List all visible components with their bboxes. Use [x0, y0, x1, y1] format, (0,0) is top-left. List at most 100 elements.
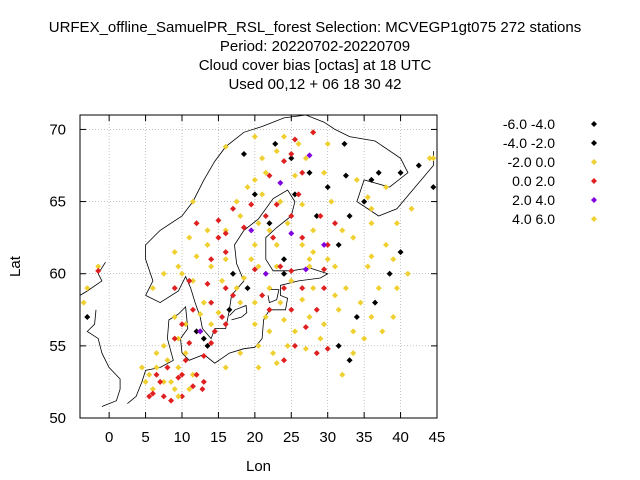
data-point [168, 378, 175, 385]
plot-frame [79, 114, 438, 419]
data-point [306, 314, 313, 320]
data-point [80, 299, 87, 306]
data-point [193, 328, 200, 335]
data-point [397, 169, 404, 176]
data-point [281, 316, 287, 323]
data-point [302, 345, 309, 352]
data-point [248, 256, 255, 263]
data-point [171, 249, 178, 256]
data-point [171, 386, 178, 393]
data-point [324, 184, 331, 191]
data-point [262, 169, 269, 176]
data-point [342, 172, 349, 179]
data-point [372, 299, 379, 306]
data-point [182, 321, 189, 328]
data-point [208, 263, 215, 270]
data-point [171, 285, 178, 292]
data-point [390, 256, 397, 263]
coastline-path [127, 189, 329, 404]
data-point [175, 364, 182, 371]
data-point [321, 285, 328, 292]
data-point [197, 328, 204, 335]
data-point [186, 277, 193, 284]
data-point [230, 292, 236, 299]
data-point [273, 263, 280, 270]
data-point [291, 328, 298, 335]
x-tick-label: 20 [247, 429, 264, 446]
data-point [208, 339, 215, 346]
legend-marker [591, 197, 597, 203]
data-point [270, 350, 277, 357]
data-point [179, 321, 185, 328]
coastline-path [145, 114, 434, 296]
data-point [138, 364, 145, 371]
data-point [313, 213, 320, 219]
data-point [272, 140, 279, 147]
data-point [193, 220, 200, 227]
data-point [204, 241, 211, 248]
data-point [208, 256, 215, 263]
data-point [302, 324, 309, 331]
data-point [310, 227, 317, 234]
data-point [306, 256, 313, 263]
x-tick-label: 25 [283, 429, 300, 446]
x-tick-label: 35 [356, 429, 373, 446]
data-point [153, 364, 160, 371]
data-point [208, 321, 215, 328]
data-point [197, 311, 204, 318]
x-tick-label: 5 [141, 429, 149, 446]
x-axis-label: Lon [246, 458, 271, 475]
data-point [288, 150, 295, 157]
data-point [262, 270, 269, 277]
data-point [149, 285, 156, 292]
data-point [175, 335, 182, 342]
data-point [273, 360, 280, 367]
data-point [251, 321, 258, 328]
data-point [179, 393, 185, 400]
data-point [383, 184, 389, 191]
data-point [306, 169, 313, 176]
data-point [284, 220, 291, 227]
data-point [291, 342, 298, 349]
data-point [255, 220, 262, 227]
legend-marker [591, 140, 597, 146]
data-point [200, 299, 207, 306]
data-point [95, 267, 102, 274]
data-point [317, 213, 324, 219]
data-point [222, 143, 229, 150]
data-point [332, 220, 338, 227]
data-point [291, 191, 298, 198]
data-point [244, 285, 251, 292]
data-point [383, 241, 389, 248]
data-point [277, 198, 284, 205]
data-point [270, 234, 277, 241]
data-point [299, 296, 306, 303]
data-point [324, 256, 331, 263]
data-point [295, 191, 302, 198]
data-point [291, 136, 298, 143]
data-point [215, 217, 222, 224]
y-axis-ticks: 50 55 60 65 70 [49, 121, 437, 427]
legend-label: -6.0 -4.0 [503, 116, 555, 132]
data-point [204, 227, 211, 234]
data-point [364, 263, 371, 270]
title-line: Period: 20220702-20220709 [220, 38, 410, 55]
data-point [306, 152, 313, 159]
data-point [321, 266, 328, 273]
data-point [368, 176, 375, 183]
data-point [379, 328, 386, 335]
data-point [211, 328, 218, 335]
data-point [164, 364, 171, 371]
data-point [160, 378, 167, 385]
data-point [328, 198, 335, 205]
data-point [142, 378, 149, 385]
data-point [364, 194, 371, 201]
y-tick-label: 50 [49, 410, 66, 427]
data-point [215, 309, 222, 316]
data-point [404, 270, 411, 277]
data-point [200, 335, 207, 342]
data-point [149, 390, 156, 397]
data-point [332, 263, 338, 270]
data-point [175, 263, 182, 270]
